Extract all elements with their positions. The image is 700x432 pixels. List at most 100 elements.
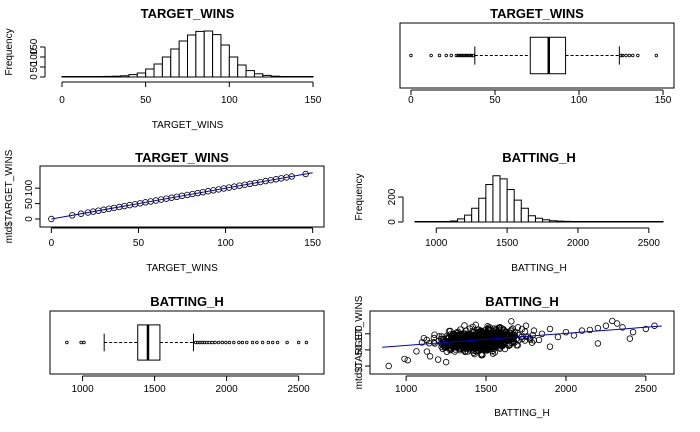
hist-bar xyxy=(634,221,643,223)
scatter-point xyxy=(602,322,610,329)
scatter-point xyxy=(418,339,426,346)
x-tick-label: 50 xyxy=(140,95,152,106)
scatter-point xyxy=(488,343,496,351)
outlier-point xyxy=(196,340,200,345)
outlier-point xyxy=(213,340,217,345)
x-tick-label: 2500 xyxy=(288,384,311,395)
y-tick-label: 50 xyxy=(24,198,35,210)
hist-bar xyxy=(442,221,451,223)
outlier-point xyxy=(207,340,212,345)
hist-bar xyxy=(187,34,197,78)
outlier-point xyxy=(624,53,628,58)
outlier-point xyxy=(304,340,309,345)
outlier-point xyxy=(275,340,280,345)
x-axis: 0 50 100 150 xyxy=(408,89,672,106)
outlier-point xyxy=(271,340,275,345)
outlier-point xyxy=(449,53,453,58)
outlier-point xyxy=(457,53,462,58)
scatter-point xyxy=(426,353,434,360)
outlier-point xyxy=(198,340,202,345)
outlier-point xyxy=(463,53,467,58)
x-tick-label: 50 xyxy=(489,95,501,106)
hist-bar xyxy=(421,221,430,223)
y-axis: 0 50 100 xyxy=(354,325,371,369)
scatter-point xyxy=(484,325,492,333)
scatter-point xyxy=(491,349,499,356)
chart-title: BATTING_H xyxy=(502,150,575,165)
regression-line xyxy=(382,325,662,348)
outlier-point xyxy=(210,340,214,345)
hist-bar xyxy=(295,76,306,78)
x-tick-label: 0 xyxy=(49,238,55,249)
hist-bar xyxy=(228,56,239,78)
hist-bar xyxy=(128,74,138,78)
scatter-point xyxy=(535,336,543,344)
scatter-point xyxy=(494,333,501,341)
chart-title: TARGET_WINS xyxy=(141,6,235,21)
y-tick-label: 100 xyxy=(24,179,35,196)
hist-bar xyxy=(270,75,281,78)
x-axis-label: BATTING_H xyxy=(511,263,566,274)
scatter-point xyxy=(486,326,493,333)
hist-bar xyxy=(287,76,297,78)
scatter-point xyxy=(508,318,515,325)
hist-bar xyxy=(655,221,664,223)
outlier-point xyxy=(409,53,413,58)
scatter-point xyxy=(466,325,474,332)
scatter-point xyxy=(484,332,492,339)
chart-title: TARGET_WINS xyxy=(490,6,584,21)
hist-bar xyxy=(279,76,289,78)
x-tick-label: 150 xyxy=(655,95,672,106)
x-tick-label: 2000 xyxy=(215,384,238,395)
hist-bar xyxy=(94,76,105,78)
outlier-point xyxy=(469,53,474,58)
chart-title: BATTING_H xyxy=(485,294,558,309)
hist-bar xyxy=(304,76,314,78)
y-tick-label: 0 xyxy=(354,363,365,369)
scatter-point xyxy=(514,324,522,331)
y-axis: 0 50 100 xyxy=(24,179,41,222)
hist-bar xyxy=(449,220,459,223)
x-tick-label: 1000 xyxy=(425,238,448,249)
hist-bar xyxy=(212,34,222,78)
y-tick-label: 200 xyxy=(387,188,398,205)
outlier-point xyxy=(260,340,265,345)
y-axis-label: Frequency xyxy=(4,28,15,75)
x-axis: 1000 1500 2000 2500 xyxy=(71,375,311,395)
x-tick-label: 2000 xyxy=(555,384,578,395)
hist-bar xyxy=(641,221,650,223)
hist-bar xyxy=(570,221,579,223)
scatter-point xyxy=(471,338,479,346)
y-tick-label: 50 xyxy=(29,61,40,73)
hist-bar xyxy=(556,220,565,223)
x-tick-label: 2500 xyxy=(638,238,661,249)
scatter-point xyxy=(484,323,491,330)
scatter-point xyxy=(434,356,442,363)
outlier-point xyxy=(444,53,448,58)
x-axis-label: BATTING_H xyxy=(494,408,549,419)
hist-bar xyxy=(534,217,544,223)
scatter-point xyxy=(522,322,530,329)
outlier-point xyxy=(627,53,632,58)
hist-bar xyxy=(86,76,96,78)
outlier-point xyxy=(429,53,433,58)
chart-title: BATTING_H xyxy=(150,294,223,309)
outlier-point xyxy=(240,340,245,345)
scatter-point xyxy=(430,339,438,346)
y-axis: 0 200 xyxy=(387,188,404,225)
plot-frame xyxy=(49,310,325,375)
scatter-point xyxy=(586,326,594,334)
outlier-point xyxy=(285,340,289,345)
scatter-point xyxy=(458,338,465,346)
x-axis: 1000 1500 2000 2500 xyxy=(395,375,657,395)
scatter-point xyxy=(469,333,476,341)
outlier-point xyxy=(79,340,83,345)
y-axis-label: mtd$TARGET_WINS xyxy=(354,295,365,389)
hist-bar xyxy=(499,178,508,223)
outlier-point xyxy=(202,340,206,345)
hist-bar xyxy=(153,63,163,78)
x-tick-label: 100 xyxy=(217,238,234,249)
y-tick-label: 0 xyxy=(387,219,398,225)
hist-bar xyxy=(542,219,551,223)
scatter-point xyxy=(518,325,526,333)
